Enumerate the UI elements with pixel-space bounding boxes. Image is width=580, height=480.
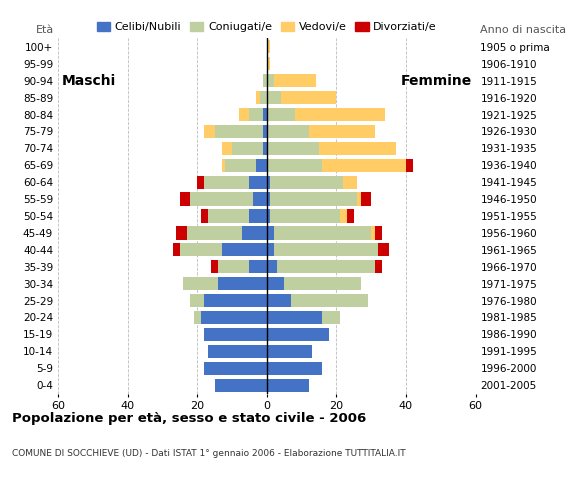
Bar xyxy=(204,361,267,375)
Bar xyxy=(277,260,375,273)
Bar xyxy=(322,311,340,324)
Bar xyxy=(180,192,190,206)
Bar xyxy=(249,108,263,121)
Bar xyxy=(218,277,267,290)
Bar xyxy=(267,142,319,155)
Bar xyxy=(253,192,267,206)
Bar xyxy=(183,277,218,290)
Bar xyxy=(267,226,274,240)
Bar xyxy=(249,209,267,223)
Bar xyxy=(204,176,249,189)
Bar xyxy=(222,159,225,172)
Bar xyxy=(173,243,180,256)
Bar xyxy=(322,159,406,172)
Bar xyxy=(406,159,413,172)
Bar xyxy=(270,176,343,189)
Bar xyxy=(371,226,375,240)
Bar xyxy=(256,159,267,172)
Bar xyxy=(347,209,354,223)
Bar xyxy=(187,226,242,240)
Bar xyxy=(267,328,329,341)
Bar xyxy=(267,294,291,307)
Bar xyxy=(197,176,204,189)
Bar xyxy=(263,125,267,138)
Bar xyxy=(270,209,340,223)
Bar xyxy=(267,108,295,121)
Bar xyxy=(270,192,357,206)
Text: Femmine: Femmine xyxy=(401,74,472,88)
Bar xyxy=(267,159,322,172)
Bar xyxy=(267,361,322,375)
Bar xyxy=(267,192,270,206)
Bar xyxy=(242,226,267,240)
Bar xyxy=(201,209,208,223)
Bar xyxy=(267,57,270,71)
Bar xyxy=(267,345,312,358)
Bar xyxy=(263,108,267,121)
Text: Età: Età xyxy=(35,25,54,35)
Bar xyxy=(375,226,382,240)
Bar xyxy=(222,243,267,256)
Bar xyxy=(180,243,222,256)
Bar xyxy=(267,209,270,223)
Bar xyxy=(291,294,368,307)
Bar xyxy=(267,243,274,256)
Bar xyxy=(218,260,249,273)
Bar xyxy=(267,74,274,87)
Bar xyxy=(204,294,267,307)
Text: COMUNE DI SOCCHIEVE (UD) - Dati ISTAT 1° gennaio 2006 - Elaborazione TUTTITALIA.: COMUNE DI SOCCHIEVE (UD) - Dati ISTAT 1°… xyxy=(12,449,405,458)
Bar xyxy=(256,91,260,104)
Bar xyxy=(267,311,322,324)
Bar xyxy=(309,125,375,138)
Bar xyxy=(274,74,316,87)
Bar xyxy=(239,108,249,121)
Bar xyxy=(176,226,187,240)
Bar xyxy=(267,125,309,138)
Bar xyxy=(284,277,361,290)
Bar xyxy=(249,260,267,273)
Legend: Celibi/Nubili, Coniugati/e, Vedovi/e, Divorziati/e: Celibi/Nubili, Coniugati/e, Vedovi/e, Di… xyxy=(92,18,441,37)
Bar xyxy=(263,74,267,87)
Bar xyxy=(211,260,218,273)
Text: Popolazione per età, sesso e stato civile - 2006: Popolazione per età, sesso e stato civil… xyxy=(12,412,366,425)
Bar xyxy=(194,311,201,324)
Bar xyxy=(190,192,253,206)
Bar xyxy=(375,260,382,273)
Bar xyxy=(281,91,336,104)
Bar xyxy=(201,311,267,324)
Bar xyxy=(208,209,249,223)
Bar xyxy=(232,142,263,155)
Bar xyxy=(249,176,267,189)
Bar xyxy=(208,345,267,358)
Bar xyxy=(215,379,267,392)
Bar xyxy=(340,209,347,223)
Bar xyxy=(263,142,267,155)
Bar xyxy=(204,328,267,341)
Bar xyxy=(319,142,396,155)
Bar xyxy=(267,176,270,189)
Bar xyxy=(215,125,263,138)
Bar xyxy=(274,243,378,256)
Bar xyxy=(222,142,232,155)
Bar xyxy=(267,260,277,273)
Bar xyxy=(378,243,389,256)
Bar xyxy=(357,192,361,206)
Bar xyxy=(295,108,385,121)
Bar xyxy=(260,91,267,104)
Bar xyxy=(267,91,281,104)
Bar xyxy=(204,125,215,138)
Bar xyxy=(267,277,284,290)
Bar xyxy=(190,294,204,307)
Bar xyxy=(361,192,371,206)
Bar xyxy=(225,159,256,172)
Bar xyxy=(267,40,270,53)
Bar xyxy=(274,226,371,240)
Bar xyxy=(267,379,309,392)
Bar xyxy=(343,176,357,189)
Text: Anno di nascita: Anno di nascita xyxy=(480,25,566,35)
Text: Maschi: Maschi xyxy=(61,74,116,88)
